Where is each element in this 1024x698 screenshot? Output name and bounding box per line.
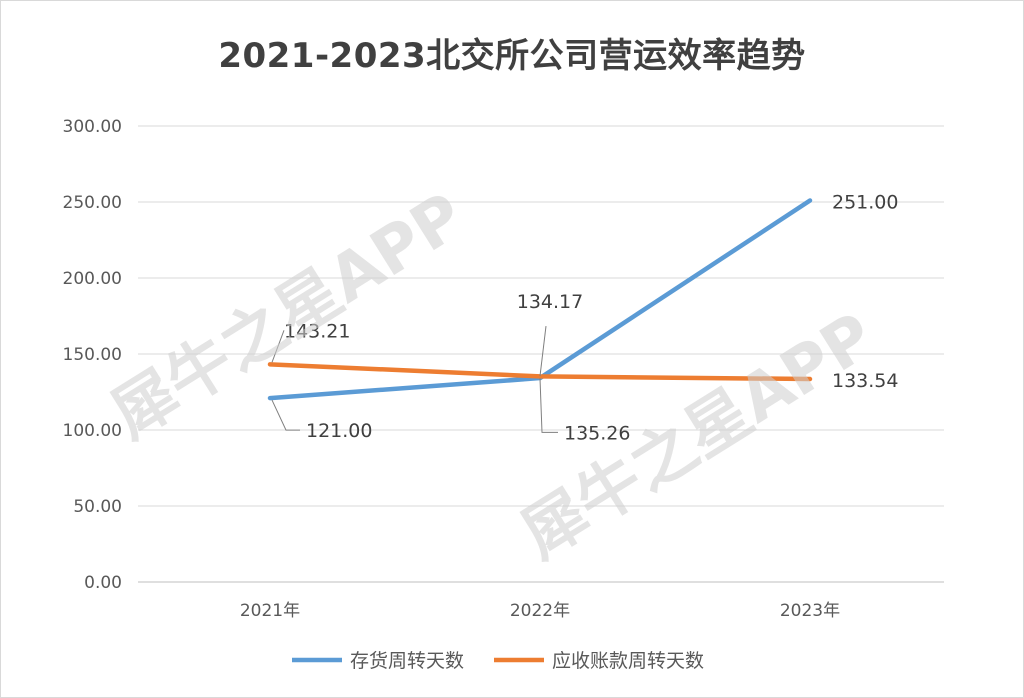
leader-line xyxy=(539,378,558,433)
x-tick-label: 2023年 xyxy=(780,601,840,621)
x-tick-label: 2021年 xyxy=(240,601,300,621)
data-label: 121.00 xyxy=(306,420,372,442)
leader-line xyxy=(539,326,547,377)
legend-label-2: 应收账款周转天数 xyxy=(552,650,704,672)
legend: 存货周转天数 应收账款周转天数 xyxy=(292,650,704,672)
leader-line xyxy=(271,330,285,363)
y-tick-label: 200.00 xyxy=(63,269,122,289)
leader-line xyxy=(271,399,300,431)
data-label: 133.54 xyxy=(832,370,898,392)
y-tick-label: 50.00 xyxy=(73,497,122,517)
watermark-text: 犀牛之星APP xyxy=(99,179,477,453)
x-tick-label: 2022年 xyxy=(510,601,570,621)
x-axis: 2021年 2022年 2023年 xyxy=(240,601,840,621)
data-label: 134.17 xyxy=(517,291,583,313)
y-tick-label: 100.00 xyxy=(63,421,122,441)
series-line-2 xyxy=(267,362,813,382)
y-tick-label: 0.00 xyxy=(84,573,122,593)
data-label: 143.21 xyxy=(284,320,350,342)
y-tick-label: 150.00 xyxy=(63,345,122,365)
data-labels: 121.00 143.21 134.17 135.26 251.00 133.54 xyxy=(271,191,898,444)
data-label: 251.00 xyxy=(832,191,898,213)
series-lines xyxy=(267,198,813,401)
data-label: 135.26 xyxy=(564,422,630,444)
legend-label-1: 存货周转天数 xyxy=(350,650,464,672)
chart-title: 2021-2023北交所公司营运效率趋势 xyxy=(218,36,806,76)
y-tick-label: 250.00 xyxy=(63,193,122,213)
y-axis: 0.00 50.00 100.00 150.00 200.00 250.00 300.00 xyxy=(63,117,122,593)
y-tick-label: 300.00 xyxy=(63,117,122,137)
